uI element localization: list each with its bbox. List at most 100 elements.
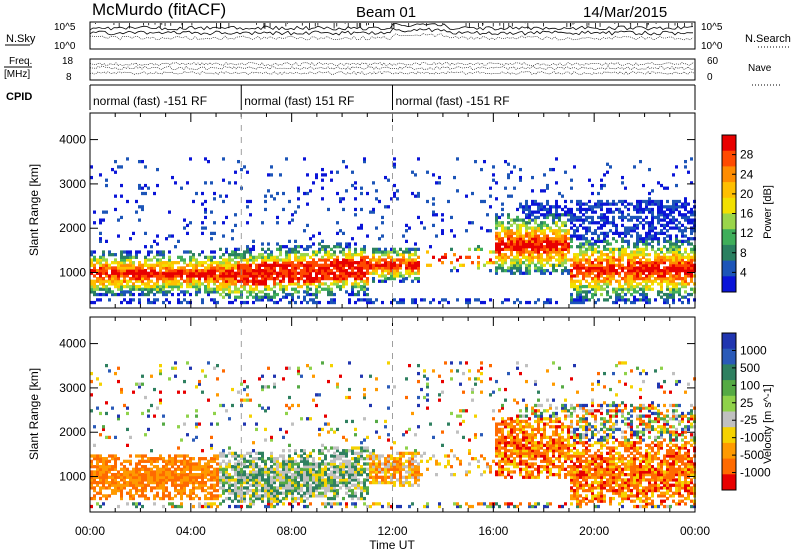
power-cell [606,292,609,297]
power-cell [534,266,537,270]
velocity-cell [351,473,354,477]
power-cell [663,239,666,244]
power-cell [156,279,159,283]
velocity-cell [189,465,192,469]
velocity-cell [246,451,249,455]
velocity-cell [207,504,210,509]
power-cell [525,202,528,206]
velocity-cell [123,473,126,477]
power-cell [393,250,396,254]
power-cell [357,290,360,294]
power-cell [252,290,255,294]
power-cell [165,292,168,297]
power-cell [150,290,153,294]
power-cell [576,245,579,249]
power-cell [309,279,312,283]
velocity-cell [183,465,186,469]
power-cell [414,247,417,251]
power-cell [156,290,159,294]
power-cell [657,247,660,251]
power-cell [153,282,156,286]
power-cell [399,247,402,251]
velocity-cell [105,486,108,490]
velocity-cell [132,483,135,487]
power-cell [549,210,552,214]
power-cell [327,269,330,273]
power-cell [648,210,651,214]
power-cell [354,266,357,270]
velocity-cell [297,403,300,408]
power-cell [297,279,300,283]
power-cell [561,213,564,217]
power-cell [327,292,330,297]
power-cell [156,258,159,262]
power-cell [135,199,138,204]
power-cell [300,274,303,278]
velocity-cell [96,406,99,410]
power-cell [408,255,411,259]
power-cell [309,287,312,291]
power-cell [531,242,534,246]
velocity-cell [207,459,210,463]
velocity-cell [279,478,282,482]
power-cell [102,258,105,262]
cpid-panel: normal (fast) -151 RF normal (fast) 151 R… [89,84,696,110]
power-cell [651,207,654,212]
power-cell [96,279,99,283]
power-cell [558,247,561,251]
power-cell [642,210,645,214]
power-cell [522,237,525,241]
velocity-cell [261,470,264,474]
power-cell [642,183,645,188]
power-cell [684,247,687,251]
power-cell [516,247,519,251]
velocity-cell [186,475,189,479]
power-cell [630,266,633,270]
power-cell [144,263,147,267]
power-cell [690,157,693,161]
velocity-cell [138,459,141,463]
power-cell [207,263,210,267]
velocity-cell [264,488,267,493]
power-cell [621,218,624,222]
power-cell [213,261,216,265]
power-cell [132,276,135,281]
power-cell [501,255,504,259]
power-cell [324,245,327,249]
power-cell [345,189,348,193]
power-cell [246,205,249,209]
power-cell [207,266,210,270]
power-cell [393,183,396,188]
power-cell [135,271,138,275]
power-cell [591,287,594,291]
power-cell [582,290,585,294]
velocity-cell [138,382,141,386]
velocity-cell [240,504,243,509]
power-cell [651,269,654,273]
velocity-cell [345,504,348,509]
power-cell [177,269,180,273]
power-cell [537,202,540,206]
velocity-cell [330,478,333,482]
power-cell [129,255,132,259]
power-cell [285,250,288,254]
power-cell [228,261,231,265]
velocity-cell [222,473,225,477]
power-cell [621,290,624,294]
power-cell [198,287,201,291]
power-cell [684,239,687,244]
velocity-cell [204,475,207,479]
velocity-cell [186,433,189,437]
power-cell [276,276,279,281]
power-cell [483,159,486,164]
power-cell [534,245,537,249]
velocity-cell [282,454,285,458]
power-cell [540,247,543,251]
power-cell [351,263,354,267]
velocity-cell [339,486,342,490]
power-cell [579,247,582,251]
power-cell [306,287,309,291]
power-cell [129,279,132,283]
power-cell [561,237,564,241]
